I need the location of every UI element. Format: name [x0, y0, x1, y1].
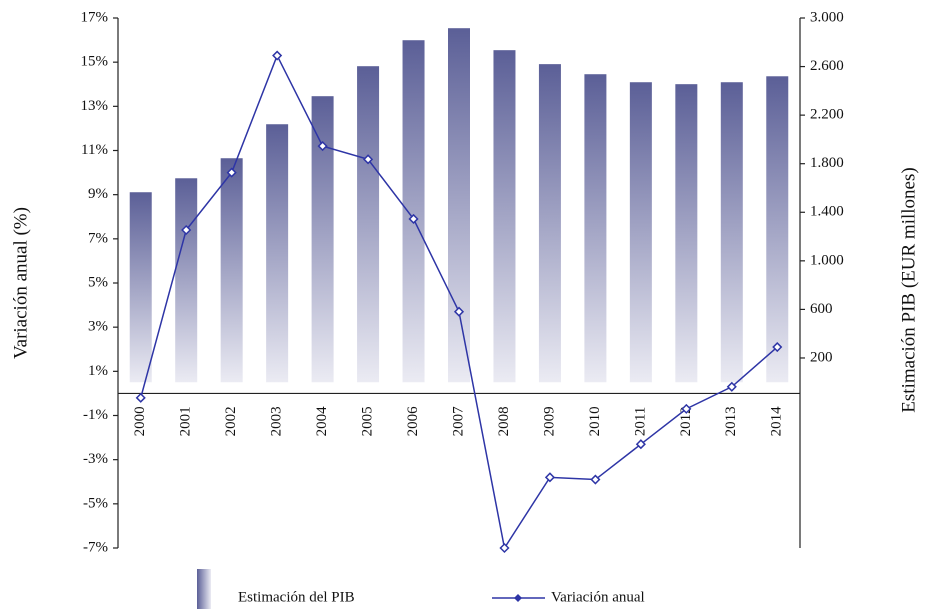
x-tick-label: 2009 — [541, 406, 557, 436]
y2-axis-label: Estimación PIB (EUR millones) — [898, 167, 919, 412]
y-tick-label: 3% — [88, 319, 108, 335]
x-tick-label: 2008 — [496, 406, 512, 436]
line-marker — [408, 213, 419, 225]
line-marker — [499, 542, 510, 554]
y2-tick-label: 200 — [810, 349, 833, 365]
line-marker — [681, 403, 692, 414]
bar — [311, 96, 334, 383]
x-tick-label: 2011 — [632, 407, 648, 436]
x-tick-label: 2005 — [360, 406, 376, 436]
x-tick-label: 2006 — [405, 406, 421, 437]
y-tick-label: -1% — [83, 407, 108, 423]
bar — [175, 178, 198, 383]
y2-tick-label: 1.000 — [810, 252, 844, 268]
y-tick-label: 13% — [81, 98, 109, 114]
x-tick-label: 2014 — [769, 406, 785, 437]
line-marker — [726, 381, 737, 392]
line-marker — [635, 439, 646, 450]
x-tick-label: 2007 — [450, 406, 466, 437]
bar — [675, 84, 698, 383]
y2-tick-label: 600 — [810, 301, 833, 317]
bar — [629, 82, 652, 383]
line-marker — [453, 306, 465, 317]
y-tick-label: -7% — [83, 539, 108, 555]
x-tick-label: 2012 — [678, 406, 694, 436]
line-marker — [363, 154, 374, 165]
y-tick-label: 17% — [81, 9, 109, 25]
y2-tick-label: 2.600 — [810, 58, 844, 74]
x-tick-label: 2001 — [178, 406, 194, 436]
y-tick-label: 5% — [88, 274, 108, 290]
bar — [720, 82, 743, 383]
x-tick-label: 2004 — [314, 406, 330, 437]
bar — [357, 66, 380, 383]
line-marker — [226, 167, 237, 178]
line-marker — [544, 472, 555, 483]
y-tick-label: 7% — [88, 230, 108, 246]
bar — [493, 50, 516, 383]
line-marker — [272, 50, 283, 61]
x-tick-label: 2002 — [223, 406, 239, 436]
legend-label: Variación anual — [551, 589, 645, 605]
line-marker — [590, 474, 601, 485]
y-tick-label: 1% — [88, 363, 108, 379]
bar — [584, 74, 607, 383]
bar — [402, 40, 425, 383]
line-marker — [135, 392, 146, 403]
bar — [220, 158, 243, 383]
x-tick-label: 2000 — [132, 406, 148, 436]
legend-label: Estimación del PIB — [238, 589, 355, 605]
y-tick-label: 9% — [88, 186, 108, 202]
bar — [129, 192, 152, 383]
bar — [766, 76, 789, 383]
y-axis-label: Variación anual (%) — [10, 207, 31, 359]
y-tick-label: -3% — [83, 451, 108, 467]
bar — [538, 64, 561, 383]
legend-swatch — [197, 569, 211, 609]
y2-tick-label: 1.800 — [810, 155, 844, 171]
x-tick-label: 2003 — [269, 406, 285, 436]
y2-tick-label: 1.400 — [810, 204, 844, 220]
line-marker — [181, 224, 192, 236]
y-tick-label: -5% — [83, 495, 108, 511]
y2-tick-label: 3.000 — [810, 9, 844, 25]
legend-marker — [514, 594, 522, 602]
bar — [266, 124, 289, 383]
y-tick-label: 11% — [81, 142, 108, 158]
bar — [448, 28, 470, 383]
y2-tick-label: 2.200 — [810, 107, 844, 123]
x-tick-label: 2010 — [587, 406, 603, 436]
line-marker — [317, 141, 328, 152]
line-marker — [772, 341, 783, 353]
y-tick-label: 15% — [81, 54, 109, 70]
x-tick-label: 2013 — [723, 406, 739, 436]
